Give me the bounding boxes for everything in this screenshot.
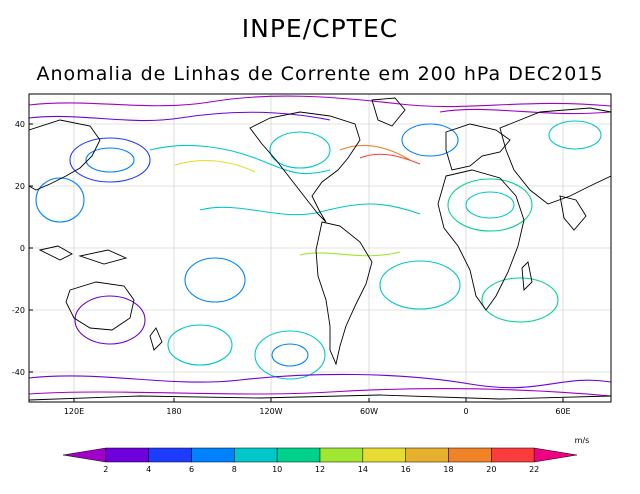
organization-title: INPE/CPTEC	[241, 14, 399, 43]
colorbar-swatch	[533, 447, 578, 463]
colorbar-swatch	[191, 447, 235, 463]
lat-label: 20	[15, 182, 25, 191]
colorbar-swatch	[105, 447, 149, 463]
lon-label: 60W	[360, 407, 378, 416]
colorbar-swatch	[405, 447, 449, 463]
colorbar-label: 8	[232, 465, 237, 474]
lat-label: -20	[12, 306, 25, 315]
colorbar-label: 12	[315, 465, 325, 474]
colorbar-swatch	[491, 447, 535, 463]
colorbar-unit: m/s	[575, 436, 590, 445]
lat-label: -40	[12, 368, 25, 377]
colorbar-label: 10	[272, 465, 282, 474]
colorbar-swatch	[148, 447, 192, 463]
lon-label: 120W	[259, 407, 282, 416]
colorbar: 2 4 6 8 10 12 14 16 18 20 22	[62, 447, 578, 474]
colorbar-swatch	[362, 447, 406, 463]
colorbar-label: 16	[401, 465, 411, 474]
colorbar-label: 2	[103, 465, 108, 474]
colorbar-swatch	[319, 447, 364, 463]
map-subtitle: Anomalia de Linhas de Corrente em 200 hP…	[36, 63, 604, 85]
lon-label: 120E	[64, 407, 84, 416]
colorbar-swatch	[62, 447, 107, 463]
colorbar-label: 6	[189, 465, 194, 474]
colorbar-label: 22	[529, 465, 539, 474]
colorbar-label: 18	[443, 465, 453, 474]
lon-ticks	[73, 398, 564, 402]
lat-label: 0	[20, 244, 25, 253]
colorbar-swatch	[448, 447, 492, 463]
colorbar-swatch	[234, 447, 278, 463]
graticule	[29, 94, 611, 402]
lat-label: 40	[15, 120, 25, 129]
streamlines	[29, 95, 611, 397]
lon-label: 180	[166, 407, 181, 416]
colorbar-label: 20	[486, 465, 496, 474]
map-area	[29, 94, 611, 402]
lon-label: 60E	[555, 407, 570, 416]
lat-ticks	[29, 123, 33, 373]
colorbar-swatch	[276, 447, 321, 463]
colorbar-label: 14	[358, 465, 368, 474]
colorbar-label: 4	[146, 465, 151, 474]
lon-label: 0	[463, 407, 468, 416]
coastlines	[29, 97, 611, 401]
